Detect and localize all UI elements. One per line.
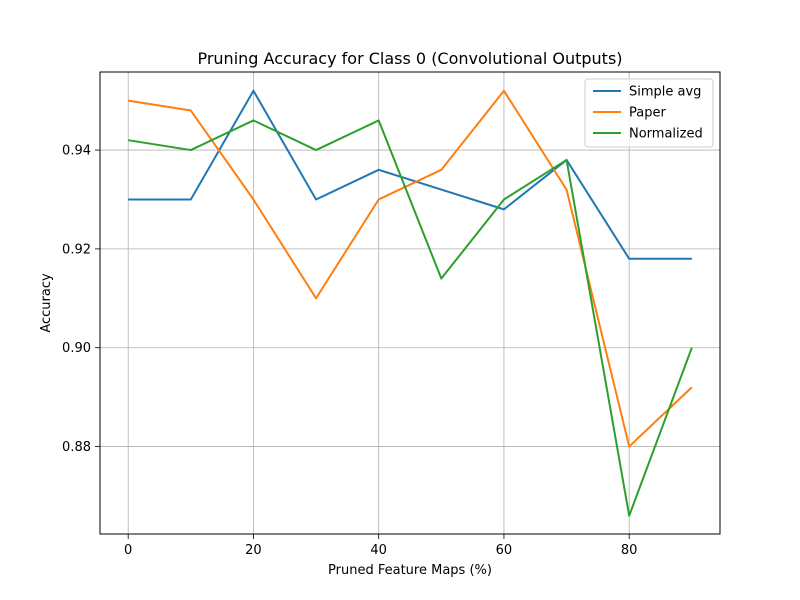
y-tick-label: 0.94 [62,144,91,159]
plot-frame [99,71,721,535]
series-line-paper [128,89,693,448]
y-tick-label: 0.88 [62,440,91,455]
y-axis-ticks: 0.88 0.90 0.92 0.94 [62,144,100,455]
x-tick-label: 80 [621,543,638,558]
chart-title: Pruning Accuracy for Class 0 (Convolutio… [197,49,622,68]
y-tick-label: 0.92 [62,242,91,257]
legend-label-normalized: Normalized [629,127,703,142]
y-tick-label: 0.90 [62,341,91,356]
legend: Simple avg Paper Normalized [584,78,714,148]
x-tick-label: 40 [370,543,387,558]
series-line-simple-avg [128,89,692,260]
x-axis-label: Pruned Feature Maps (%) [328,563,492,578]
legend-label-simple-avg: Simple avg [629,85,701,100]
series-lines [128,89,693,517]
y-axis-label: Accuracy [39,273,54,333]
x-tick-label: 60 [496,543,513,558]
x-tick-label: 0 [124,543,132,558]
series-line-normalized [128,119,693,517]
x-tick-label: 20 [245,543,262,558]
x-axis-ticks: 0 20 40 60 80 [124,534,637,558]
legend-label-paper: Paper [629,106,666,121]
legend-box [584,78,714,148]
